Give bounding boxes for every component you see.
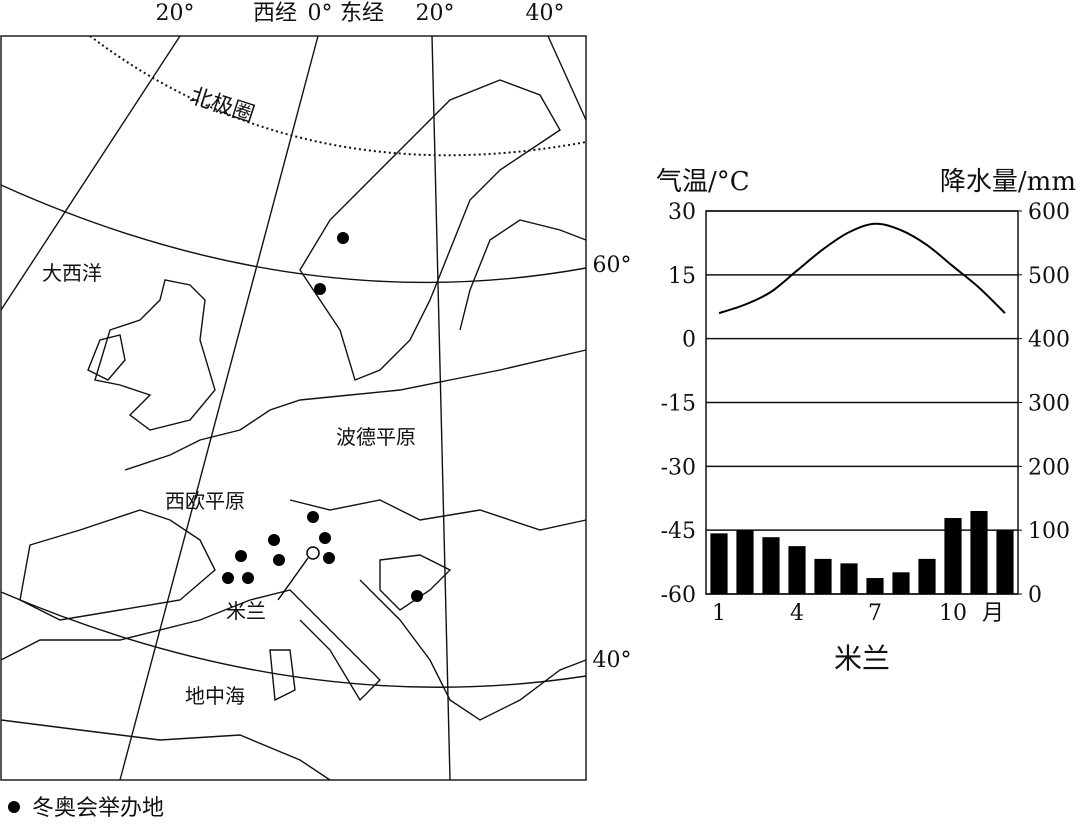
map-label: 西经 — [253, 1, 297, 26]
coastline — [0, 589, 381, 702]
y-tick-label: -30 — [661, 455, 696, 480]
precip-bar — [996, 530, 1014, 594]
coastline — [359, 579, 587, 721]
milan-marker — [306, 546, 320, 560]
y2-tick-label: 100 — [1028, 519, 1070, 544]
coastline — [94, 279, 216, 431]
precip-bar — [814, 558, 832, 594]
precip-bar — [710, 533, 728, 594]
y2-tick-label: 0 — [1028, 583, 1042, 608]
coastline — [19, 509, 216, 621]
y2-tick-label: 400 — [1028, 328, 1070, 353]
precip-bar — [788, 546, 806, 594]
map-label: 20° — [416, 1, 455, 26]
climate-chart: -60-45-30-15015300100200300400500600气温/°… — [656, 167, 1076, 675]
map-label: 波德平原 — [336, 425, 416, 449]
parallel — [0, 591, 587, 688]
chart-title: 米兰 — [834, 642, 890, 675]
map-label: 西欧平原 — [165, 489, 245, 513]
y-tick-label: -15 — [661, 392, 696, 417]
coastline — [124, 349, 587, 471]
legend-label: 冬奥会举办地 — [32, 796, 164, 821]
x-tick-label: 4 — [790, 601, 804, 626]
y2-tick-label: 500 — [1028, 264, 1070, 289]
olympic-site — [323, 552, 335, 564]
olympic-site — [314, 283, 326, 295]
olympic-site — [242, 572, 254, 584]
olympic-site — [411, 590, 423, 602]
map-label: 40° — [593, 648, 632, 673]
olympic-site — [273, 554, 285, 566]
y-tick-label: -60 — [661, 583, 696, 608]
olympic-site — [268, 534, 280, 546]
coastline — [299, 79, 561, 381]
y-axis-label: 气温/°C — [656, 167, 750, 197]
precip-bar — [918, 558, 936, 594]
olympic-site — [319, 532, 331, 544]
temperature-line — [718, 222, 1006, 315]
x-tick-label: 7 — [868, 601, 882, 626]
x-tick-label: 1 — [712, 601, 726, 626]
meridian — [119, 35, 319, 781]
y2-tick-label: 200 — [1028, 455, 1070, 480]
map-label: 60° — [593, 253, 632, 278]
coastline — [0, 719, 331, 781]
parallel — [0, 184, 587, 284]
border — [379, 554, 452, 611]
precip-bar — [736, 530, 754, 594]
map-label: 北极圈 — [187, 84, 258, 128]
olympic-site — [235, 550, 247, 562]
legend-marker — [8, 801, 20, 813]
x-tick-label: 10 — [939, 601, 967, 626]
meridian — [431, 35, 451, 781]
map-label: 东经 — [340, 1, 384, 26]
precip-bar — [866, 578, 884, 594]
border — [289, 499, 587, 531]
map-label: 地中海 — [185, 684, 245, 708]
map-frame — [0, 35, 587, 781]
map — [0, 35, 587, 781]
leader-line — [277, 557, 309, 601]
y-tick-label: 0 — [682, 328, 696, 353]
olympic-site — [222, 572, 234, 584]
map-label: 大西洋 — [42, 261, 102, 285]
map-label: 0° — [308, 1, 333, 26]
island — [269, 649, 296, 702]
precip-bar — [762, 537, 780, 594]
y-tick-label: -45 — [661, 519, 696, 544]
map-label: 20° — [156, 1, 195, 26]
precip-bar — [892, 572, 910, 594]
olympic-site — [307, 511, 319, 523]
olympic-site — [337, 232, 349, 244]
y-tick-label: 30 — [668, 200, 696, 225]
y2-tick-label: 600 — [1028, 200, 1070, 225]
x-unit: 月 — [982, 601, 1004, 626]
markers — [8, 232, 423, 813]
coastline — [459, 219, 587, 331]
precip-bar — [840, 563, 858, 594]
precip-bar — [970, 511, 988, 594]
arctic-circle — [89, 35, 587, 157]
coastline — [87, 334, 126, 381]
y2-tick-label: 300 — [1028, 392, 1070, 417]
y-tick-label: 15 — [668, 264, 696, 289]
map-label: 40° — [526, 1, 565, 26]
precip-bar — [944, 518, 962, 594]
y2-axis-label: 降水量/mm — [940, 167, 1076, 197]
meridian — [0, 35, 181, 311]
map-label: 米兰 — [226, 599, 266, 623]
meridian — [547, 35, 587, 121]
